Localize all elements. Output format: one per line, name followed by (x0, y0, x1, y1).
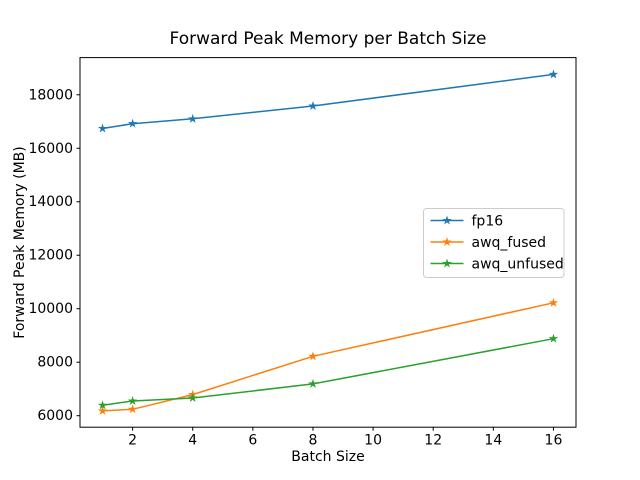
legend-marker-awq_fused (442, 237, 452, 246)
x-tick-label: 8 (309, 433, 318, 449)
legend-marker-fp16 (442, 215, 452, 225)
legend-marker-awq_unfused (442, 258, 452, 268)
data-point-marker-fp16 (308, 101, 318, 111)
data-point-marker-fp16 (188, 113, 198, 123)
data-point-marker-awq_unfused (97, 400, 108, 410)
data-point-marker-awq_fused (308, 351, 318, 361)
data-point-marker-awq_unfused (188, 393, 198, 403)
x-tick-label: 12 (424, 433, 442, 449)
data-point-marker-awq_unfused (308, 378, 318, 388)
y-tick-label: 6000 (37, 408, 73, 424)
y-tick-label: 8000 (37, 355, 73, 371)
data-point-marker-awq_fused (97, 405, 108, 415)
data-point-marker-awq_unfused (127, 396, 138, 405)
axes-spines (79, 57, 577, 428)
data-point-marker-awq_fused (127, 404, 138, 414)
x-axis-label: Batch Size (291, 449, 364, 465)
y-tick-label: 14000 (28, 194, 73, 210)
data-point-marker-fp16 (127, 118, 138, 128)
legend-label-awq_unfused: awq_unfused (472, 257, 564, 273)
legend-label-awq_fused: awq_fused (472, 235, 547, 251)
y-tick-label: 16000 (28, 141, 73, 157)
data-point-marker-fp16 (97, 123, 108, 133)
chart-title: Forward Peak Memory per Batch Size (170, 29, 487, 49)
legend-frame (423, 208, 565, 278)
x-tick-label: 14 (484, 433, 502, 449)
data-point-marker-awq_fused (548, 297, 559, 307)
y-tick-label: 12000 (28, 248, 73, 264)
data-point-marker-awq_unfused (548, 333, 559, 343)
legend-label-fp16: fp16 (472, 214, 504, 230)
y-tick-label: 10000 (28, 301, 73, 317)
legend: fp16 awq_fused awq_unfused (423, 208, 565, 278)
y-tick-label: 18000 (28, 87, 73, 103)
data-point-marker-fp16 (548, 69, 559, 79)
x-tick-label: 6 (248, 433, 257, 449)
x-tick-label: 2 (128, 433, 137, 449)
x-tick-label: 16 (545, 433, 563, 449)
x-tick-label: 10 (364, 433, 382, 449)
y-axis-label: Forward Peak Memory (MB) (12, 146, 28, 338)
x-tick-label: 4 (188, 433, 197, 449)
